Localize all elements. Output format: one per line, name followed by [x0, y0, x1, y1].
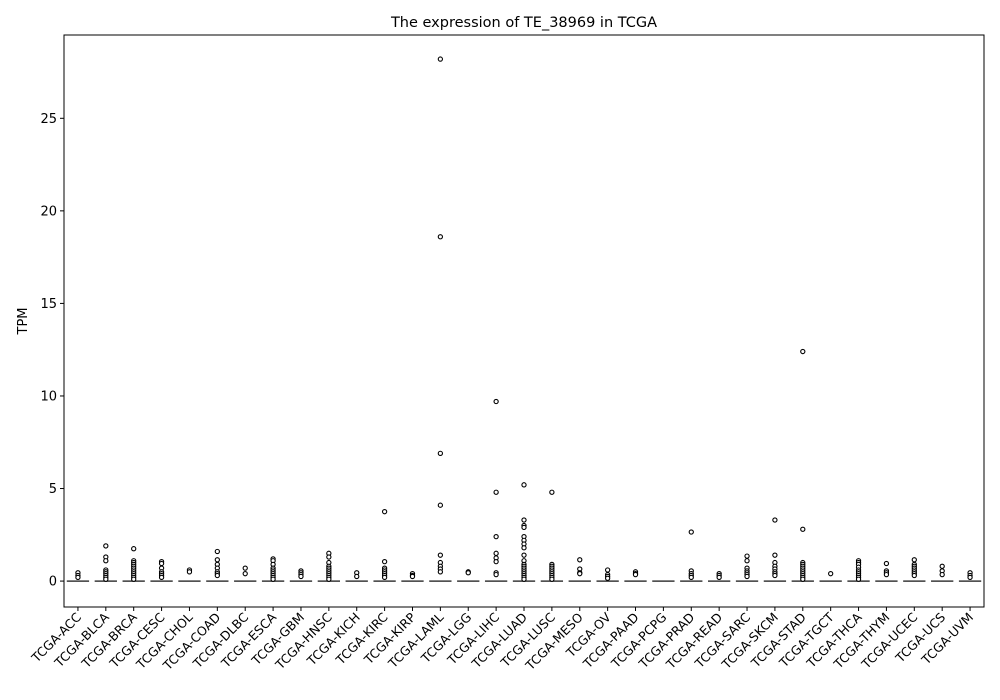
outlier-point: [493, 571, 499, 578]
outlier-point: [521, 576, 527, 582]
outlier-point: [131, 546, 137, 552]
outlier-point: [939, 563, 945, 569]
outlier-point: [158, 574, 165, 581]
outlier-point: [103, 576, 109, 582]
outlier-point: [381, 509, 388, 515]
y-tick-label: 20: [40, 204, 57, 219]
outlier-point: [744, 553, 750, 559]
outlier-point: [521, 524, 527, 531]
outlier-point: [604, 567, 611, 573]
outlier-point: [131, 576, 137, 582]
plot-frame: [63, 34, 985, 608]
outlier-point: [744, 573, 750, 580]
outlier-point: [437, 502, 444, 508]
outlier-point: [409, 573, 416, 580]
outlier-point: [772, 517, 778, 523]
outlier-point: [103, 558, 109, 564]
outlier-point: [326, 554, 332, 560]
outlier-point: [214, 572, 220, 579]
outlier-point: [632, 571, 639, 578]
outlier-point: [883, 560, 890, 567]
outlier-point: [103, 543, 109, 549]
outlier-point: [437, 552, 444, 558]
outlier-point: [577, 571, 583, 577]
chart-title: The expression of TE_38969 in TCGA: [390, 15, 657, 31]
outlier-point: [521, 517, 527, 523]
outlier-point: [354, 573, 360, 580]
outlier-point: [911, 557, 917, 563]
outlier-point: [242, 565, 248, 571]
outlier-point: [521, 552, 527, 558]
outlier-point: [688, 574, 694, 581]
y-tick-label: 10: [40, 389, 57, 404]
outlier-point: [772, 572, 778, 579]
outlier-point: [158, 560, 165, 567]
outlier-point: [521, 482, 527, 488]
y-axis-label: TPM: [16, 308, 31, 336]
outlier-point: [326, 576, 332, 582]
outlier-point: [604, 575, 611, 581]
outlier-point: [75, 574, 81, 581]
outlier-point: [214, 557, 220, 563]
outlier-point: [800, 526, 806, 532]
outlier-point: [549, 576, 555, 582]
outlier-point: [716, 574, 722, 581]
outlier-point: [437, 234, 444, 240]
outlier-point: [800, 348, 806, 355]
outlier-point: [381, 574, 388, 581]
outlier-point: [772, 552, 778, 558]
outlier-point: [493, 489, 499, 495]
outlier-point: [437, 56, 444, 62]
outlier-point: [493, 534, 499, 540]
outlier-point: [493, 398, 499, 405]
outlier-point: [186, 569, 193, 575]
outlier-point: [493, 550, 499, 556]
outlier-point: [298, 573, 304, 580]
outlier-point: [744, 558, 750, 564]
outlier-point: [911, 572, 917, 579]
outlier-point: [465, 570, 471, 576]
y-tick-label: 15: [40, 297, 57, 312]
outlier-point: [214, 548, 220, 555]
outlier-point: [800, 576, 806, 582]
outlier-point: [967, 574, 973, 581]
outlier-point: [242, 571, 248, 577]
outlier-point: [270, 576, 276, 582]
outlier-point: [883, 571, 890, 578]
outlier-point: [549, 489, 555, 495]
outlier-point: [939, 571, 945, 578]
outlier-point: [437, 450, 444, 457]
outlier-point: [437, 569, 444, 575]
outlier-point: [855, 576, 862, 582]
outlier-point: [381, 558, 388, 565]
outlier-point: [493, 558, 499, 565]
y-tick-label: 25: [40, 112, 57, 127]
outlier-point: [688, 529, 694, 535]
outlier-point: [577, 557, 583, 563]
y-tick-label: 5: [49, 482, 57, 497]
y-tick-label: 0: [49, 575, 57, 590]
outlier-point: [521, 545, 527, 551]
outlier-point: [828, 571, 834, 577]
